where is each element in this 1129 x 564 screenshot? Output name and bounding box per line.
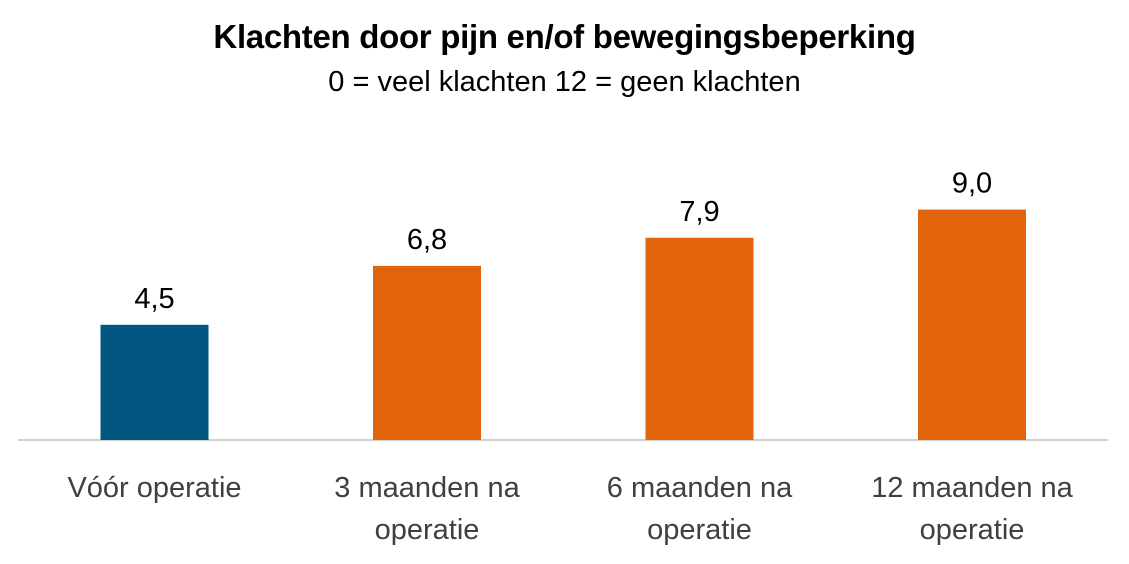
data-label-2: 6,8 bbox=[407, 224, 447, 256]
bar-4 bbox=[918, 209, 1026, 440]
bar-2 bbox=[373, 265, 481, 440]
category-label-1: Vóór operatie bbox=[67, 472, 242, 504]
chart-title: Klachten door pijn en/of bewegingsbeperk… bbox=[213, 18, 916, 55]
data-label-4: 9,0 bbox=[952, 168, 992, 200]
data-label-1: 4,5 bbox=[134, 283, 174, 315]
category-label-2: 3 maanden na operatie bbox=[334, 472, 520, 546]
category-label-4: 12 maanden na operatie bbox=[871, 472, 1073, 546]
bar-3 bbox=[645, 237, 754, 440]
bar-1 bbox=[100, 324, 209, 440]
data-label-3: 7,9 bbox=[679, 196, 719, 228]
category-label-3: 6 maanden na operatie bbox=[606, 472, 793, 546]
chart-subtitle: 0 = veel klachten 12 = geen klachten bbox=[328, 66, 801, 98]
